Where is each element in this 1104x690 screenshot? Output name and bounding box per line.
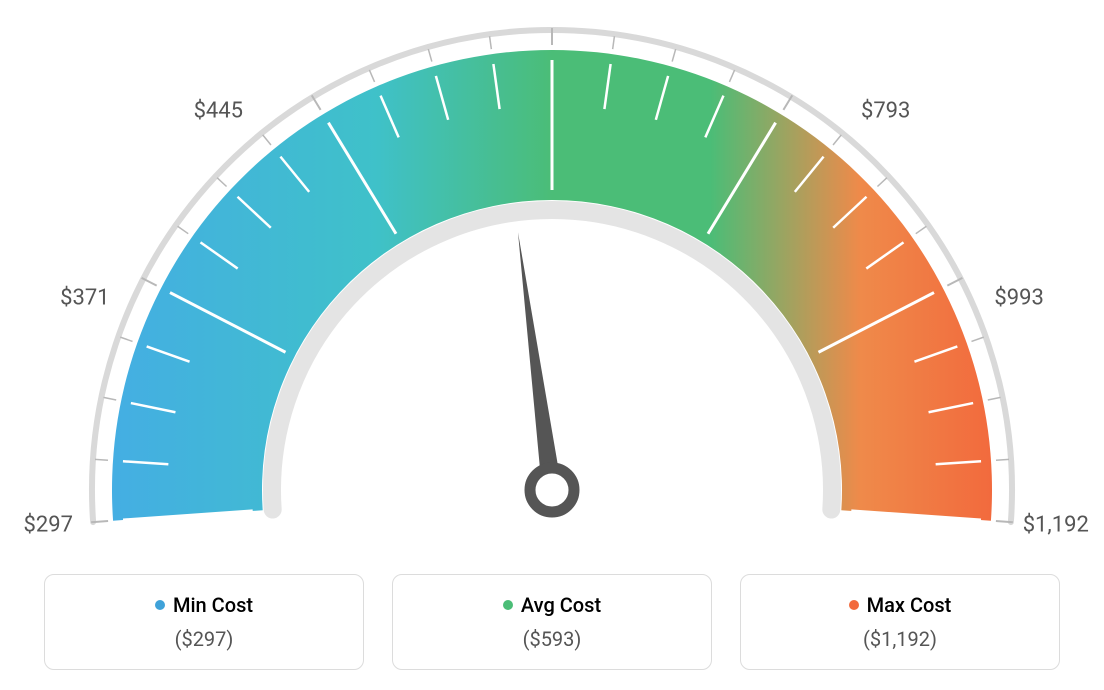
gauge-svg (0, 0, 1104, 560)
gauge-tick-label: $793 (861, 98, 910, 123)
legend-title-max: Max Cost (849, 593, 952, 617)
gauge-tick-label: $445 (194, 98, 243, 123)
gauge-tick-label: $371 (60, 286, 109, 311)
legend-dot-avg (503, 600, 513, 610)
legend-value-min: ($297) (65, 627, 343, 651)
legend-card-min: Min Cost ($297) (44, 574, 364, 670)
legend-dot-max (849, 600, 859, 610)
legend-title-min: Min Cost (155, 593, 253, 617)
legend-card-avg: Avg Cost ($593) (392, 574, 712, 670)
legend-label-max: Max Cost (867, 593, 952, 617)
legend-value-avg: ($593) (413, 627, 691, 651)
gauge-tick-label: $297 (23, 513, 72, 538)
legend-label-min: Min Cost (173, 593, 253, 617)
legend-dot-min (155, 600, 165, 610)
legend-value-max: ($1,192) (761, 627, 1039, 651)
cost-legend: Min Cost ($297) Avg Cost ($593) Max Cost… (0, 574, 1104, 670)
legend-card-max: Max Cost ($1,192) (740, 574, 1060, 670)
cost-gauge-chart: $297$371$445$593$793$993$1,192 (0, 0, 1104, 560)
legend-label-avg: Avg Cost (521, 593, 601, 617)
gauge-tick-label: $1,192 (1023, 513, 1089, 538)
gauge-tick-label: $993 (994, 286, 1043, 311)
legend-title-avg: Avg Cost (503, 593, 601, 617)
